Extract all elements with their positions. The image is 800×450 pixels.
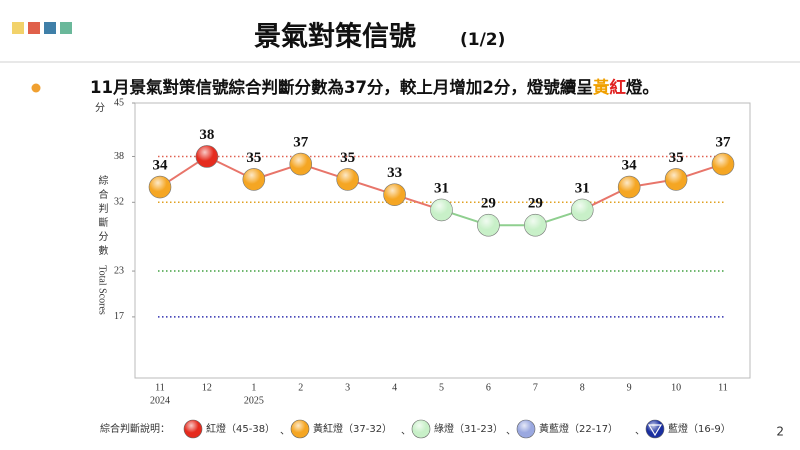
legend-label: 黃藍燈（22-17） — [539, 422, 618, 435]
point-gloss — [290, 153, 312, 175]
y-tick-label: 17 — [114, 311, 124, 322]
data-label: 35 — [340, 150, 355, 166]
x-tick-label: 2 — [298, 382, 303, 393]
data-label: 31 — [575, 180, 590, 196]
data-label: 35 — [246, 150, 261, 166]
data-label: 29 — [481, 196, 496, 212]
point-gloss — [524, 214, 546, 236]
x-tick-label: 8 — [580, 382, 585, 393]
data-label: 38 — [199, 127, 214, 143]
y-unit: 分 — [95, 102, 105, 114]
y-tick-label: 32 — [114, 197, 124, 208]
legend-separator: 、 — [506, 426, 516, 437]
x-sublabel: 2024 — [150, 395, 170, 406]
title: 景氣對策信號 — [254, 21, 416, 53]
bullet-dot — [31, 83, 41, 93]
point-gloss — [712, 153, 734, 175]
bullet-highlight: 黃 — [592, 78, 610, 97]
x-tick-label: 9 — [627, 382, 632, 393]
x-sublabel: 2025 — [244, 395, 264, 406]
data-label: 33 — [387, 165, 402, 181]
x-tick-label: 1 — [251, 382, 256, 393]
point-gloss — [571, 199, 593, 221]
data-label: 37 — [716, 135, 732, 151]
x-tick-label: 11 — [155, 382, 165, 393]
x-tick-label: 12 — [202, 382, 212, 393]
point-gloss — [665, 168, 687, 190]
legend-gloss — [184, 420, 202, 438]
legend-label: 紅燈（45-38） — [206, 423, 275, 435]
data-label: 29 — [528, 196, 543, 212]
point-gloss — [618, 176, 640, 198]
x-tick-label: 5 — [439, 382, 444, 393]
legend-separator: 、 — [635, 426, 645, 437]
deco-square — [44, 22, 56, 34]
point-gloss — [243, 168, 265, 190]
legend-label: 綠燈（31-23） — [434, 423, 503, 435]
x-tick-label: 6 — [486, 382, 491, 393]
point-gloss — [196, 145, 218, 167]
deco-square — [28, 22, 40, 34]
legend-title: 綜合判斷說明： — [100, 422, 170, 435]
data-label: 31 — [434, 180, 449, 196]
data-label: 34 — [153, 157, 169, 173]
legend-gloss — [646, 420, 664, 438]
x-tick-label: 3 — [345, 382, 350, 393]
point-gloss — [384, 184, 406, 206]
point-gloss — [149, 176, 171, 198]
legend-gloss — [412, 420, 430, 438]
y-axis-label: 綜合判斷分數 — [96, 174, 108, 259]
x-tick-label: 11 — [718, 382, 728, 393]
data-label: 37 — [293, 135, 309, 151]
point-gloss — [337, 168, 359, 190]
deco-square — [12, 22, 24, 34]
page-number: 2 — [776, 425, 784, 439]
subtitle: (1/2) — [460, 30, 505, 50]
bullet-end: 燈。 — [626, 77, 659, 97]
bullet-main: 11月景氣對策信號綜合判斷分數為37分，較上月增加2分，燈號續呈 — [90, 77, 593, 97]
data-label: 34 — [622, 157, 638, 173]
y-tick-label: 23 — [114, 265, 124, 276]
x-tick-label: 4 — [392, 382, 397, 393]
plot-frame — [134, 102, 751, 379]
legend-label: 黃紅燈（37-32） — [313, 422, 392, 435]
legend-separator: 、 — [280, 426, 290, 437]
bullet-text: 11月景氣對策信號綜合判斷分數為37分，較上月增加2分，燈號續呈黃紅燈。 — [90, 77, 659, 97]
y-tick-label: 38 — [114, 151, 124, 162]
bullet-highlight: 紅 — [609, 77, 626, 97]
y-axis-label-en: Total Scores — [97, 265, 108, 315]
x-tick-label: 7 — [533, 382, 538, 393]
x-tick-label: 10 — [671, 382, 681, 393]
deco-square — [60, 22, 72, 34]
point-gloss — [431, 199, 452, 221]
legend-separator: 、 — [401, 426, 411, 437]
y-tick-label: 45 — [114, 97, 124, 108]
data-label: 35 — [669, 150, 684, 166]
legend-label: 藍燈（16-9） — [668, 422, 731, 435]
legend-gloss — [291, 420, 309, 438]
legend-gloss — [517, 420, 535, 438]
point-gloss — [477, 214, 499, 236]
